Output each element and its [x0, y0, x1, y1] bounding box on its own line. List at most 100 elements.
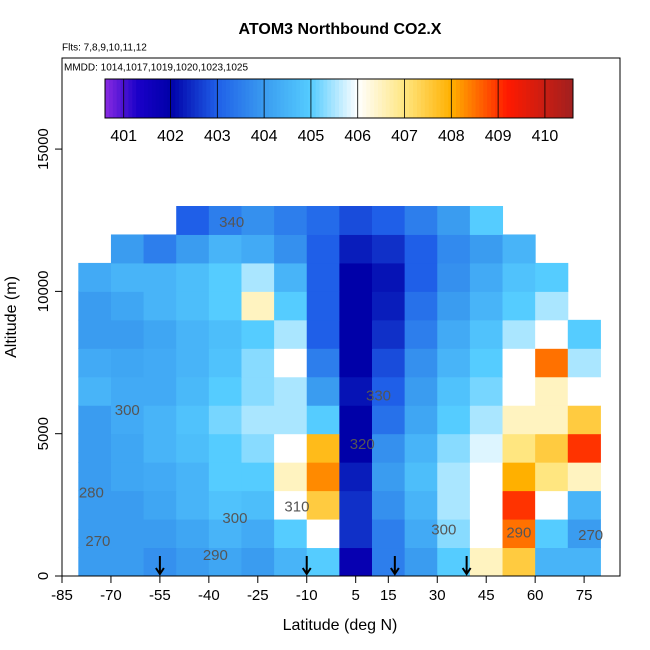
colorbar-segment — [124, 79, 129, 118]
colorbar-segment — [116, 79, 122, 118]
colorbar-segment — [167, 79, 172, 118]
colorbar-tick-label: 408 — [438, 128, 465, 145]
heat-cell — [143, 234, 177, 264]
colorbar-segment — [526, 79, 531, 118]
heat-cell — [78, 376, 112, 406]
heat-cell — [437, 348, 471, 378]
heat-cell — [437, 291, 471, 321]
heat-cell — [437, 519, 471, 549]
colorbar-tick-label: 401 — [110, 128, 137, 145]
contour-label: 330 — [366, 388, 391, 405]
plot-frame — [61, 57, 621, 577]
heat-cell — [306, 490, 340, 520]
heat-cell — [274, 319, 308, 349]
colorbar-segment — [190, 79, 196, 118]
colorbar-segment — [346, 79, 352, 118]
heat-cell — [535, 462, 569, 492]
heat-cell — [372, 547, 406, 577]
heat-cell — [208, 519, 242, 549]
heat-cell — [502, 519, 536, 549]
heat-cell — [502, 547, 536, 577]
heat-cell — [241, 519, 275, 549]
heat-cell — [404, 319, 438, 349]
heat-cell — [143, 348, 177, 378]
colorbar-segment — [420, 79, 426, 118]
colorbar-segment — [374, 79, 379, 118]
colorbar-segment — [323, 79, 328, 118]
heat-cell — [143, 433, 177, 463]
colorbar-segment — [307, 79, 313, 118]
colorbar-segment — [159, 79, 164, 118]
heat-cell — [502, 462, 536, 492]
colorbar-segment — [537, 79, 543, 118]
colorbar-segment — [335, 79, 340, 118]
colorbar-segment — [491, 79, 496, 118]
colorbar-segment — [397, 79, 402, 118]
heat-cell — [437, 462, 471, 492]
y-tick-label: 15000 — [35, 128, 52, 170]
heat-cell — [372, 319, 406, 349]
x-tick-label: -55 — [149, 587, 171, 604]
contour-label: 300 — [115, 402, 140, 419]
y-tick-label: 10000 — [35, 271, 52, 313]
colorbar-segment — [175, 79, 180, 118]
colorbar-segment — [292, 79, 297, 118]
colorbar-segment — [354, 79, 359, 118]
heat-cell — [176, 234, 210, 264]
colorbar-segment — [264, 79, 270, 118]
heat-cell — [567, 376, 601, 406]
heat-cell — [306, 376, 340, 406]
colorbar-segment — [202, 79, 207, 118]
colorbar-tick-label: 403 — [204, 128, 231, 145]
x-axis-label: Latitude (deg N) — [283, 617, 398, 634]
colorbar-segment — [272, 79, 278, 118]
x-tick-label: -85 — [51, 587, 73, 604]
contour-label: 340 — [219, 214, 244, 231]
heat-cell — [567, 319, 601, 349]
heat-cell — [306, 405, 340, 435]
heat-cell — [404, 234, 438, 264]
heat-cell — [437, 376, 471, 406]
heat-cell — [274, 348, 308, 378]
heat-cell — [306, 433, 340, 463]
colorbar-segment — [534, 79, 539, 118]
heat-cell — [404, 206, 438, 235]
heat-cell — [535, 490, 569, 520]
colorbar-segment — [198, 79, 203, 118]
colorbar-segment — [487, 79, 492, 118]
colorbar-segment — [498, 79, 504, 118]
y-tick-label: 0 — [35, 572, 52, 580]
heat-cell — [469, 262, 504, 292]
heat-cell — [404, 547, 438, 577]
heat-cell — [208, 348, 242, 378]
heat-cell — [372, 519, 406, 549]
heat-cell — [404, 291, 438, 321]
x-tick-label: -70 — [100, 587, 122, 604]
colorbar-segment — [483, 79, 488, 118]
heat-cell — [110, 291, 145, 321]
colorbar-segment — [331, 79, 336, 118]
colorbar-segment — [518, 79, 523, 118]
colorbar-segment — [151, 79, 157, 118]
heat-cell — [274, 547, 308, 577]
heat-cell — [110, 490, 145, 520]
heat-cell — [502, 490, 536, 520]
colorbar-segment — [557, 79, 562, 118]
colorbar-segment — [229, 79, 235, 118]
heat-cell — [143, 519, 177, 549]
colorbar-segment — [147, 79, 153, 118]
heat-cell — [339, 376, 373, 406]
heat-cell — [110, 462, 145, 492]
colorbar-frame — [104, 78, 574, 119]
heat-cell — [241, 291, 275, 321]
heat-cell — [339, 348, 373, 378]
heat-cell — [110, 547, 145, 577]
heat-cell — [404, 348, 438, 378]
heat-cell — [208, 547, 242, 577]
heat-cell — [535, 319, 569, 349]
x-tick-label: 60 — [527, 587, 544, 604]
colorbar-segment — [362, 79, 367, 118]
colorbar-segment — [339, 79, 344, 118]
subtitle: Flts: 7,8,9,10,11,12 — [62, 43, 147, 54]
heat-cell — [469, 348, 504, 378]
